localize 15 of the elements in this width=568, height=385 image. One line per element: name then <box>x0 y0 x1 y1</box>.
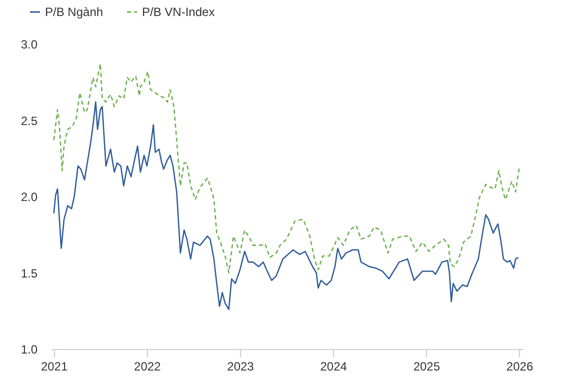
line-series <box>53 101 519 310</box>
y-tick-label: 2.5 <box>20 114 38 128</box>
x-tick-label: 2023 <box>227 360 254 374</box>
y-tick-label: 1.5 <box>20 266 38 280</box>
x-tick-label: 2025 <box>413 360 440 374</box>
y-tick-label: 2.0 <box>20 190 38 204</box>
x-tick-label: 2021 <box>40 360 68 374</box>
y-tick-label: 1.0 <box>20 342 38 356</box>
y-tick-label: 3.0 <box>20 38 38 52</box>
x-tick-label: 2026 <box>506 360 534 374</box>
legend-label: P/B Ngành <box>45 5 104 19</box>
legend-label: P/B VN-Index <box>142 5 215 19</box>
line-series <box>53 63 520 274</box>
x-tick-label: 2022 <box>134 360 162 374</box>
x-tick-label: 2024 <box>320 360 348 374</box>
